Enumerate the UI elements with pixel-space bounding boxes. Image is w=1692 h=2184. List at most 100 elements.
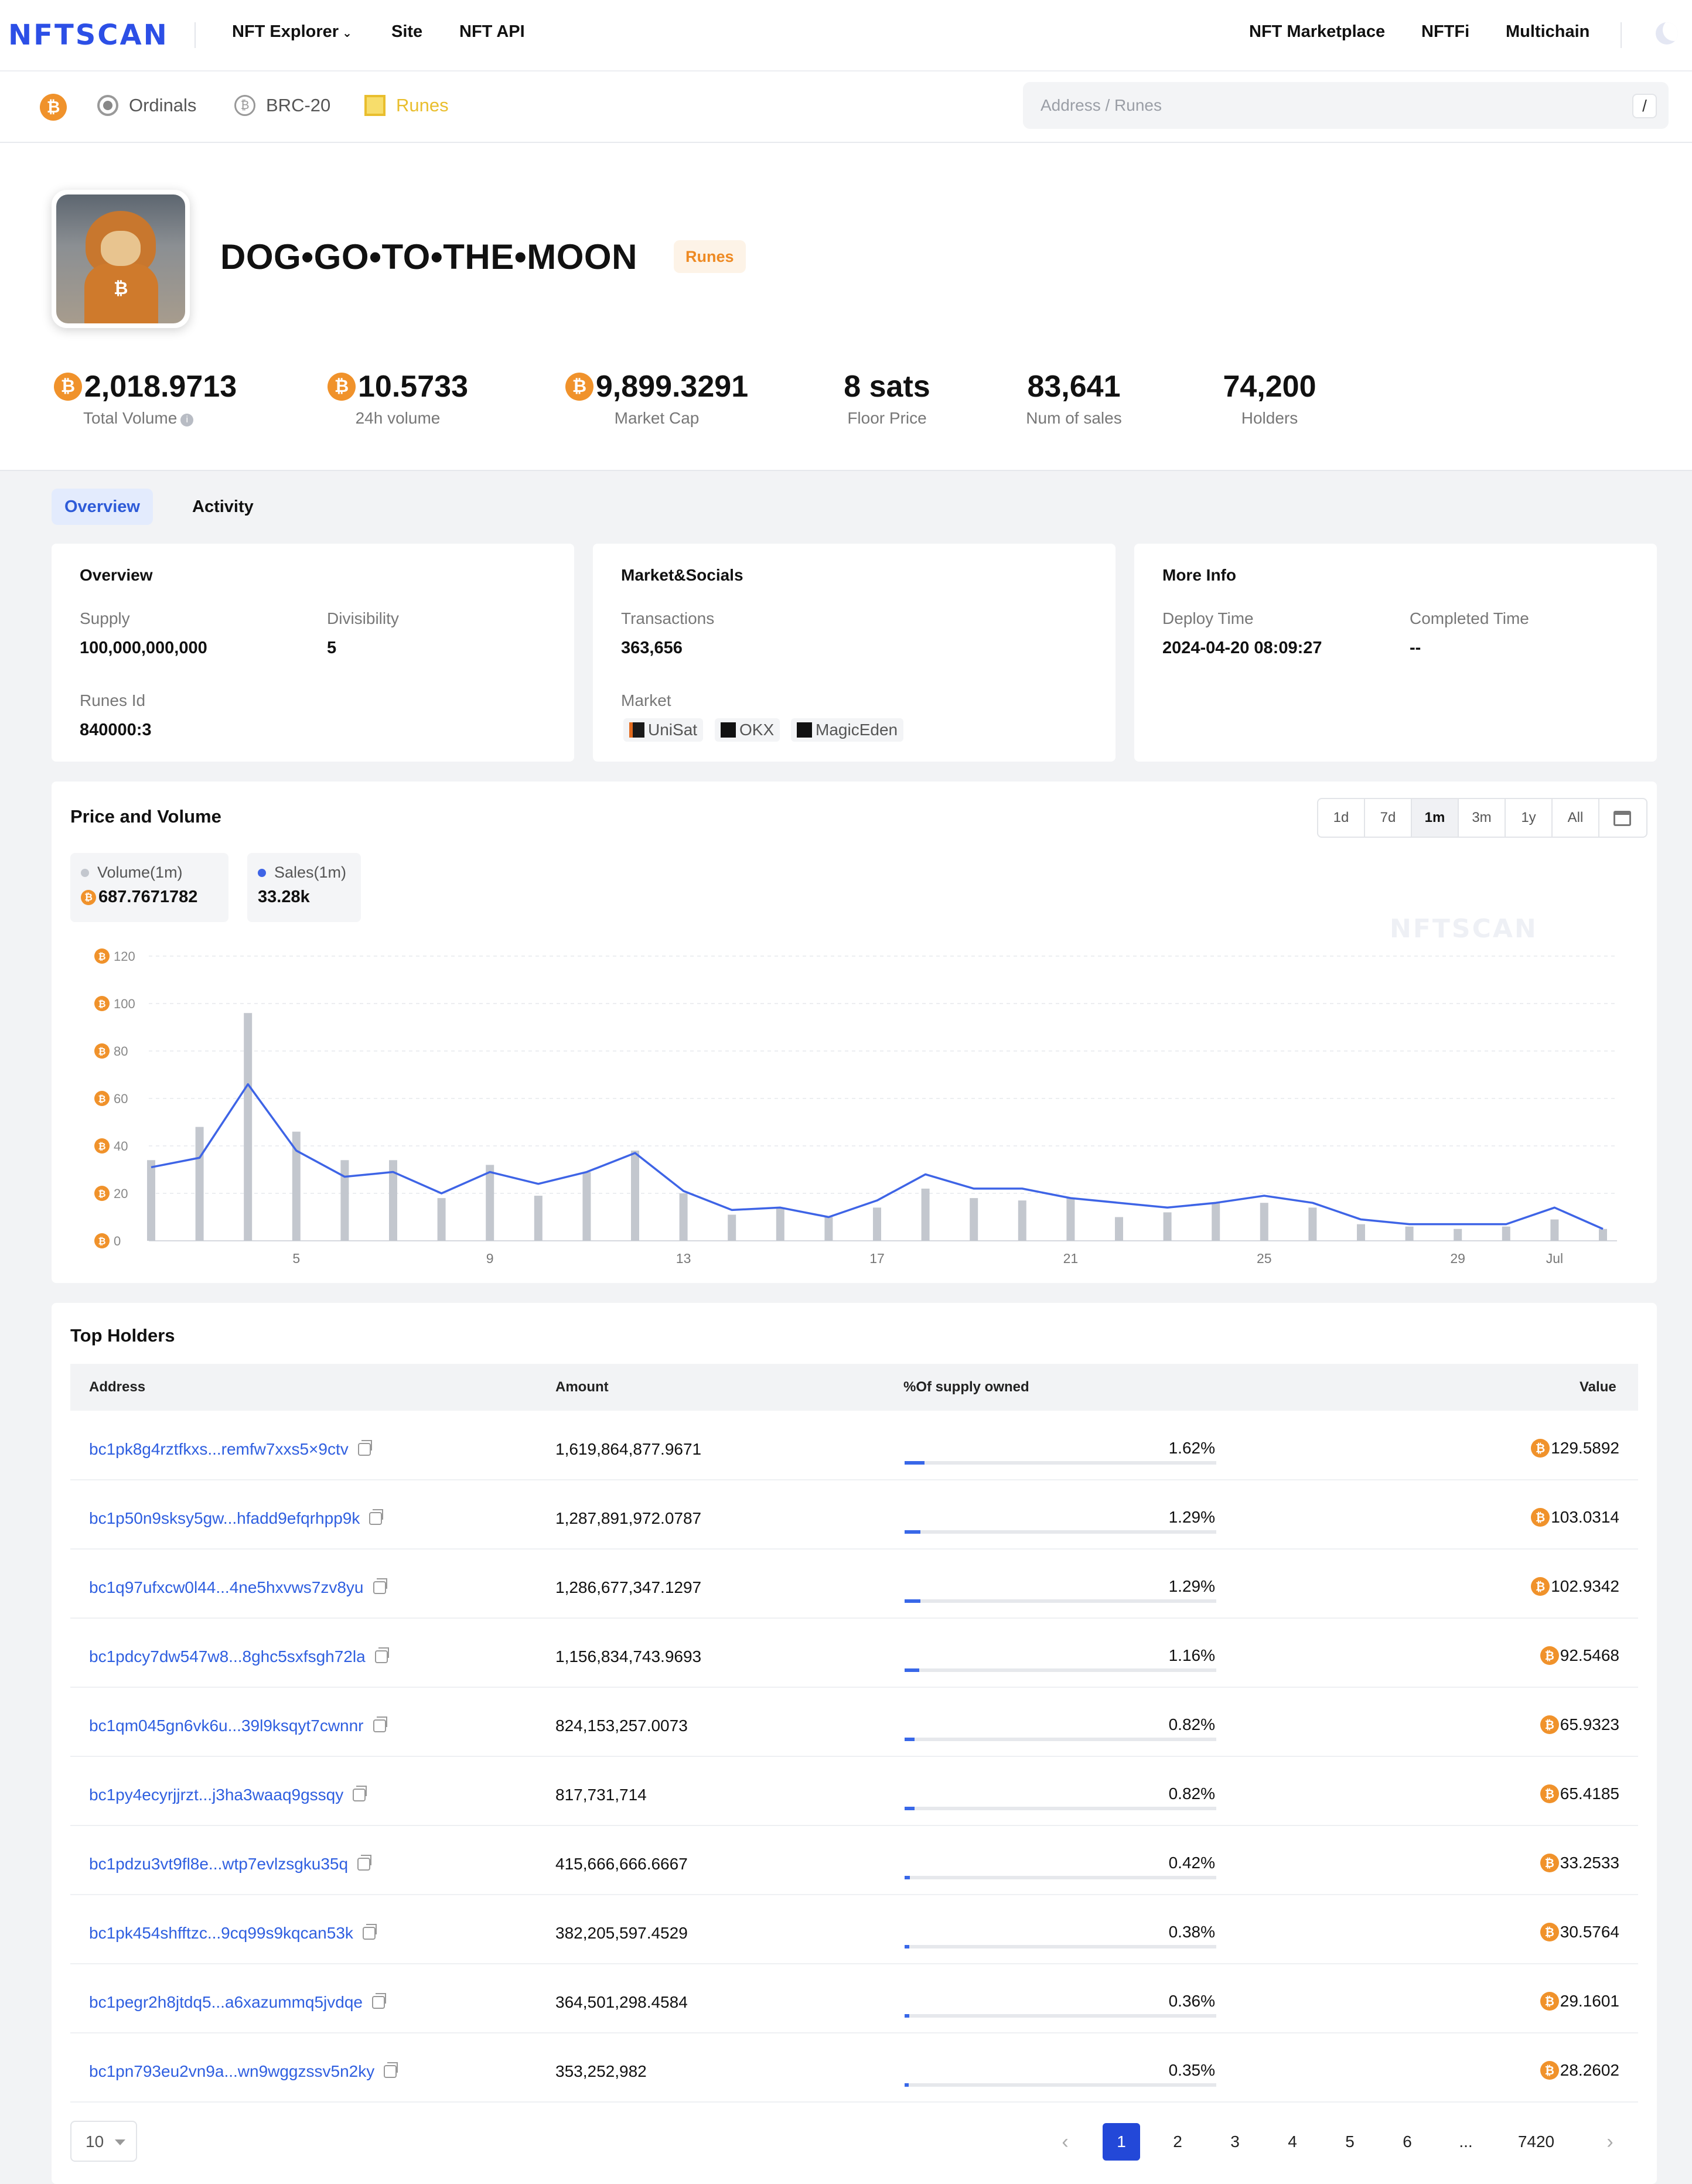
search-box[interactable]: /: [1023, 82, 1669, 129]
holder-address-link[interactable]: bc1qm045gn6vk6u...39l9ksqyt7cwnnr: [89, 1717, 387, 1735]
copy-icon[interactable]: [371, 1993, 386, 2009]
divisibility-value: 5: [327, 639, 337, 657]
copy-icon[interactable]: [373, 1578, 387, 1594]
x-tick-label: 25: [1257, 1251, 1272, 1266]
copy-icon[interactable]: [362, 1924, 377, 1940]
token-header: ₿ DOG•GO•TO•THE•MOON Runes ₿ 2,018.9713 T…: [0, 143, 1692, 471]
top-holders-card: Top Holders: [52, 1303, 1657, 2184]
address-text[interactable]: bc1pk454shfftzc...9cq99s9kqcan53k: [89, 1924, 353, 1942]
page-button[interactable]: 3: [1230, 2132, 1240, 2151]
nav-nftfi[interactable]: NFTFi: [1421, 22, 1470, 41]
holder-address-link[interactable]: bc1pegr2h8jtdq5...a6xazummq5jvdqe: [89, 1993, 386, 2012]
nav-nft-marketplace[interactable]: NFT Marketplace: [1249, 22, 1386, 41]
range-1m[interactable]: 1m: [1412, 799, 1459, 837]
holder-address-link[interactable]: bc1p50n9sksy5gw...hfadd9efqrhpp9k: [89, 1509, 384, 1528]
nav-site[interactable]: Site: [391, 22, 423, 41]
supply-progress-bar: [905, 1876, 1216, 1879]
legend-sales[interactable]: Sales(1m) 33.28k: [247, 853, 361, 922]
stat-floor-price: 8 sats Floor Price: [844, 370, 930, 427]
holder-address-link[interactable]: bc1pk8g4rztfkxs...remfw7xxs5×9ctv: [89, 1440, 372, 1459]
search-input[interactable]: [1041, 93, 1568, 118]
holder-value: ₿ 129.5892: [1444, 1439, 1619, 1458]
holder-address-link[interactable]: bc1pn793eu2vn9a...wn9wggzssv5n2ky: [89, 2062, 398, 2081]
column-amount: Amount: [555, 1379, 609, 1395]
address-text[interactable]: bc1q97ufxcw0l44...4ne5hxvws7zv8yu: [89, 1578, 364, 1596]
address-text[interactable]: bc1pk8g4rztfkxs...remfw7xxs5×9ctv: [89, 1440, 349, 1458]
range-1y[interactable]: 1y: [1506, 799, 1553, 837]
market-okx-link[interactable]: OKX: [715, 718, 780, 742]
bitcoin-icon[interactable]: ₿: [40, 94, 67, 121]
legend-volume[interactable]: Volume(1m) ₿ 687.7671782: [70, 853, 228, 922]
tab-overview[interactable]: Overview: [52, 489, 153, 525]
y-tick-bitcoin-symbol: ₿: [98, 1046, 105, 1057]
nav-nft-api[interactable]: NFT API: [459, 22, 525, 41]
volume-bar: [1550, 1219, 1559, 1241]
address-text[interactable]: bc1py4ecyrjjrzt...j3ha3waaq9gssqy: [89, 1786, 344, 1804]
copy-icon[interactable]: [357, 1855, 372, 1871]
holder-address-link[interactable]: bc1py4ecyrjjrzt...j3ha3waaq9gssqy: [89, 1786, 367, 1804]
calendar-icon[interactable]: [1599, 799, 1646, 837]
range-1d[interactable]: 1d: [1318, 799, 1365, 837]
ordinals-icon: [97, 95, 118, 116]
time-range-selector: 1d 7d 1m 3m 1y All: [1317, 798, 1647, 838]
runes-id-label: Runes Id: [80, 691, 146, 709]
row-divider: [70, 1963, 1638, 1964]
next-page-icon[interactable]: ›: [1606, 2131, 1613, 2153]
page-size-select[interactable]: 10: [70, 2121, 137, 2162]
bitcoin-icon: ₿: [1540, 1854, 1559, 1872]
supply-progress-fill: [905, 1530, 921, 1534]
copy-icon[interactable]: [357, 1440, 372, 1456]
volume-bar: [1212, 1203, 1220, 1241]
unisat-icon: [629, 722, 644, 738]
token-avatar: ₿: [52, 190, 190, 328]
holder-value: ₿ 65.9323: [1444, 1715, 1619, 1734]
address-text[interactable]: bc1p50n9sksy5gw...hfadd9efqrhpp9k: [89, 1509, 360, 1527]
page-button[interactable]: 1: [1103, 2123, 1140, 2161]
copy-icon[interactable]: [374, 1647, 389, 1663]
bitcoin-icon: ₿: [1540, 1923, 1559, 1941]
subnav-brc20[interactable]: ₿ BRC-20: [234, 95, 330, 116]
copy-icon[interactable]: [369, 1509, 384, 1525]
prev-page-icon[interactable]: ‹: [1062, 2131, 1069, 2153]
volume-bar: [728, 1214, 736, 1241]
holder-address-link[interactable]: bc1pdcy7dw547w8...8ghc5sxfsgh72la: [89, 1647, 389, 1666]
address-text[interactable]: bc1pegr2h8jtdq5...a6xazummq5jvdqe: [89, 1993, 363, 2011]
supply-progress-bar: [905, 1738, 1216, 1741]
row-divider: [70, 1825, 1638, 1826]
address-text[interactable]: bc1pdzu3vt9fl8e...wtp7evlzsgku35q: [89, 1855, 349, 1873]
nav-nft-explorer[interactable]: NFT Explorer ⌄: [232, 22, 352, 41]
subnav-runes[interactable]: Runes: [364, 95, 449, 116]
copy-icon[interactable]: [384, 2062, 398, 2078]
copy-icon[interactable]: [353, 1786, 367, 1801]
page-button[interactable]: 2: [1173, 2132, 1182, 2151]
holder-address-link[interactable]: bc1pk454shfftzc...9cq99s9kqcan53k: [89, 1924, 377, 1943]
address-text[interactable]: bc1pn793eu2vn9a...wn9wggzssv5n2ky: [89, 2062, 375, 2080]
page-button[interactable]: 6: [1403, 2132, 1412, 2151]
bitcoin-icon: ₿: [1540, 2061, 1559, 2080]
holder-address-link[interactable]: bc1pdzu3vt9fl8e...wtp7evlzsgku35q: [89, 1855, 372, 1874]
tab-activity[interactable]: Activity: [192, 497, 254, 516]
holder-address-link[interactable]: bc1q97ufxcw0l44...4ne5hxvws7zv8yu: [89, 1578, 387, 1597]
nftscan-logo[interactable]: NFTSCAN: [8, 19, 169, 52]
copy-icon[interactable]: [373, 1717, 387, 1732]
y-tick-bitcoin-symbol: ₿: [98, 951, 105, 962]
dark-mode-moon-icon[interactable]: [1656, 22, 1678, 45]
page-button[interactable]: 5: [1345, 2132, 1355, 2151]
range-7d[interactable]: 7d: [1365, 799, 1412, 837]
range-all[interactable]: All: [1553, 799, 1599, 837]
nav-multichain[interactable]: Multichain: [1506, 22, 1590, 41]
supply-progress-bar: [905, 1668, 1216, 1672]
holder-amount: 415,666,666.6667: [555, 1855, 688, 1873]
address-text[interactable]: bc1pdcy7dw547w8...8ghc5sxfsgh72la: [89, 1647, 366, 1666]
page-button[interactable]: 4: [1288, 2132, 1297, 2151]
top-navbar: NFTSCAN NFT Explorer ⌄ Site NFT API NFT M…: [0, 0, 1692, 71]
address-text[interactable]: bc1qm045gn6vk6u...39l9ksqyt7cwnnr: [89, 1717, 364, 1735]
market-unisat-link[interactable]: UniSat: [623, 718, 704, 742]
volume-bar: [147, 1160, 155, 1241]
market-magiceden-link[interactable]: MagicEden: [791, 718, 904, 742]
subnav-ordinals[interactable]: Ordinals: [97, 95, 196, 116]
holder-amount: 364,501,298.4584: [555, 1993, 688, 2011]
page-button[interactable]: 7420: [1517, 2132, 1555, 2151]
range-3m[interactable]: 3m: [1459, 799, 1506, 837]
info-icon[interactable]: i: [180, 414, 194, 426]
